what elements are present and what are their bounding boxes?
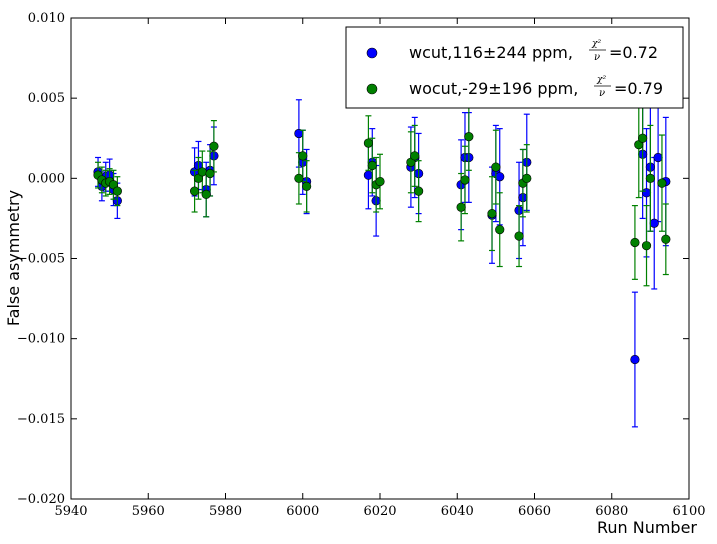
data-point — [630, 237, 640, 248]
x-tick-label: 6020 — [363, 504, 396, 519]
x-tick-label: 6040 — [441, 504, 474, 519]
legend-marker-1 — [366, 83, 378, 95]
data-point — [190, 186, 200, 196]
y-tick-label: −0.020 — [17, 492, 65, 507]
data-point — [653, 152, 663, 163]
data-point — [375, 176, 385, 187]
data-point — [641, 188, 652, 198]
data-point — [495, 225, 505, 235]
data-point — [410, 151, 420, 161]
x-axis-title: Run Number — [597, 518, 697, 537]
legend-label-1: wocut,-29±196 ppm, — [409, 79, 578, 98]
y-tick-label: 0.000 — [28, 171, 65, 186]
chi-numerator-0: χ² — [591, 39, 601, 49]
x-tick-label: 6060 — [518, 504, 551, 519]
legend-label-0: wcut,116±244 ppm, — [409, 43, 573, 62]
x-tick-label: 6000 — [286, 504, 319, 519]
data-point — [197, 167, 207, 177]
legend-entry-0: wcut,116±244 ppm, χ² ν =0.72 — [366, 39, 658, 63]
data-point — [645, 173, 655, 183]
legend-chi-value-0: =0.72 — [609, 43, 658, 62]
x-tick-label: 6080 — [595, 504, 628, 519]
legend-box — [345, 26, 684, 109]
y-axis-title: False asymmetry — [4, 190, 23, 326]
data-point — [661, 234, 671, 244]
data-point — [201, 189, 211, 199]
y-tick-label: −0.015 — [17, 412, 65, 427]
data-point — [514, 231, 524, 241]
data-point — [630, 354, 640, 365]
data-point — [456, 202, 466, 212]
data-point — [294, 173, 304, 183]
legend: wcut,116±244 ppm, χ² ν =0.72 wocut,-29±1… — [345, 26, 684, 109]
data-point — [487, 209, 497, 219]
chi-denominator-1: ν — [599, 88, 605, 99]
data-point — [363, 170, 374, 180]
x-tick-label: 6100 — [672, 504, 705, 519]
data-point — [460, 175, 470, 185]
y-tick-label: −0.005 — [17, 252, 65, 267]
chi-fraction-1: χ² ν — [594, 75, 611, 99]
data-point — [641, 241, 652, 251]
data-point — [414, 186, 424, 196]
data-point — [367, 160, 377, 171]
data-point — [205, 168, 215, 179]
y-tick-label: 0.005 — [28, 91, 65, 106]
y-tick-label: −0.010 — [17, 332, 65, 347]
series-layer — [93, 84, 671, 428]
ticks-layer: 5940 5960 5980 6000 6020 6040 6060 6080 6100 −0.0… — [17, 11, 706, 519]
chi-fraction-0: χ² ν — [589, 39, 606, 63]
x-tick-label: 5960 — [132, 504, 165, 519]
data-point — [112, 186, 122, 196]
legend-entry-1: wocut,-29±196 ppm, χ² ν =0.79 — [366, 75, 663, 99]
x-tick-label: 5980 — [209, 504, 242, 519]
chi-denominator-0: ν — [594, 52, 600, 63]
x-tick-label: 5940 — [54, 504, 87, 519]
y-tick-label: 0.010 — [28, 11, 65, 26]
data-point — [363, 138, 374, 148]
data-point — [649, 218, 659, 228]
data-point — [209, 141, 219, 151]
data-point — [495, 172, 505, 182]
data-point — [298, 151, 308, 161]
legend-chi-value-1: =0.79 — [614, 79, 663, 98]
data-point — [464, 132, 474, 142]
legend-marker-0 — [366, 47, 378, 59]
chi-numerator-1: χ² — [596, 75, 606, 85]
data-point — [491, 162, 501, 172]
data-point — [638, 133, 648, 143]
data-point — [302, 181, 312, 191]
data-point — [522, 173, 532, 183]
data-point — [657, 178, 667, 188]
